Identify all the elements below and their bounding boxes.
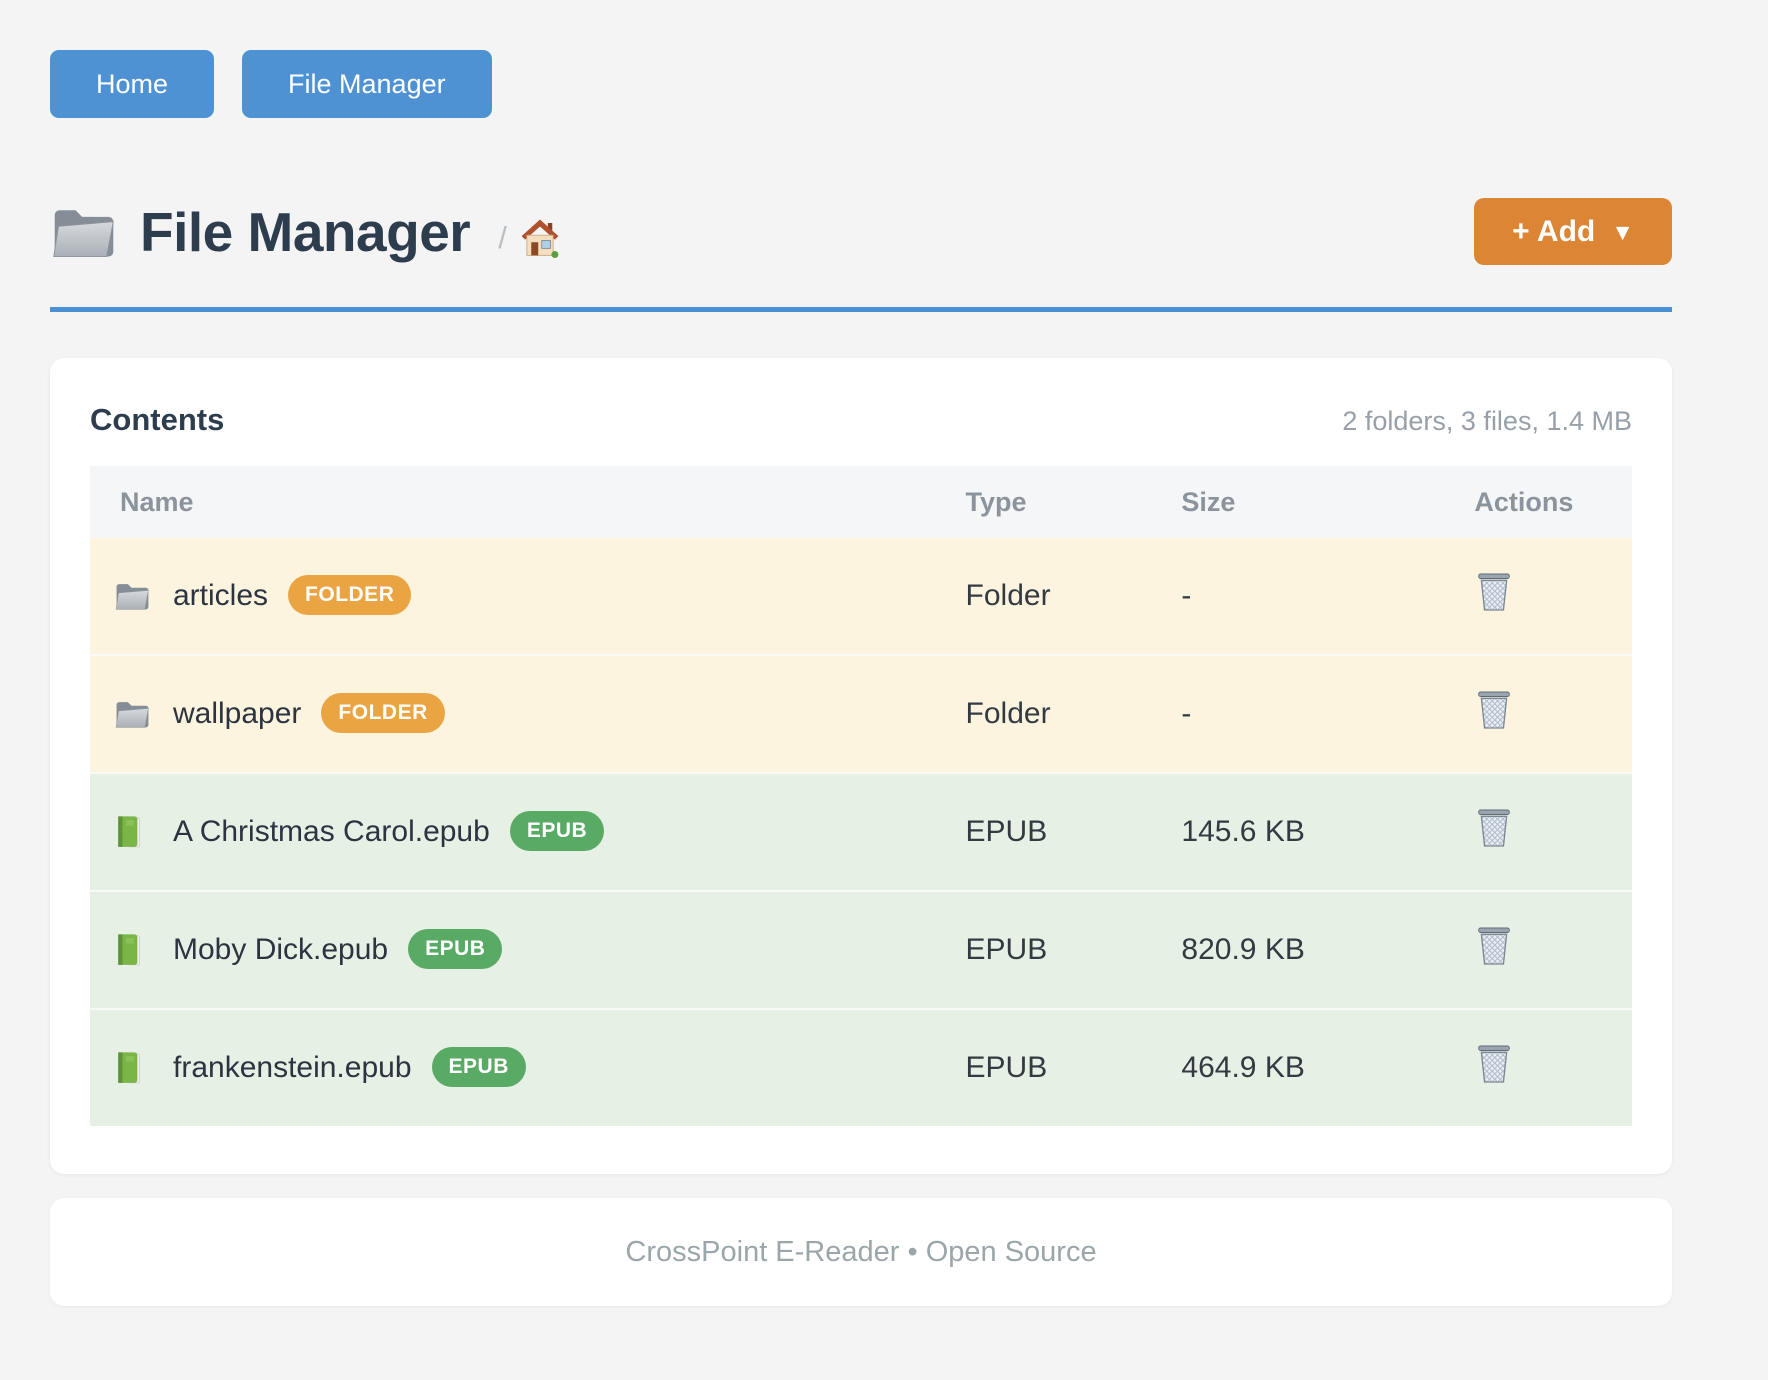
nav-home-button[interactable]: Home (50, 50, 215, 118)
epub-badge: EPUB (509, 811, 605, 851)
contents-heading: Contents (90, 402, 225, 437)
trash-icon (1478, 927, 1511, 965)
folder-icon (114, 697, 151, 731)
page-header: File Manager / + Add ▼ (50, 198, 1672, 265)
caret-down-icon: ▼ (1611, 219, 1634, 245)
file-manager-page: Home File Manager File Manager / + Add ▼ (50, 0, 1672, 1306)
delete-button[interactable] (1476, 572, 1512, 612)
file-name-link[interactable]: Moby Dick.epub (173, 933, 389, 966)
file-table: Name Type Size Actions articles FOLDER F (90, 466, 1632, 1126)
footer-text: CrossPoint E-Reader • Open Source (625, 1235, 1097, 1268)
footer: CrossPoint E-Reader • Open Source (50, 1198, 1672, 1306)
file-size: 820.9 KB (1169, 890, 1463, 1009)
file-name-link[interactable]: articles (173, 579, 269, 612)
green-book-icon (114, 815, 151, 849)
table-header-row: Name Type Size Actions (90, 466, 1632, 538)
file-type: EPUB (953, 890, 1170, 1009)
delete-button[interactable] (1476, 926, 1512, 966)
breadcrumb-separator: / (498, 219, 507, 255)
file-type: Folder (953, 654, 1170, 773)
green-book-icon (114, 933, 151, 967)
table-row[interactable]: frankenstein.epub EPUB EPUB 464.9 KB (90, 1008, 1632, 1126)
epub-badge: EPUB (408, 929, 503, 969)
header-divider (50, 307, 1672, 312)
file-type: Folder (953, 538, 1170, 655)
file-size: 145.6 KB (1169, 772, 1463, 891)
table-row[interactable]: A Christmas Carol.epub EPUB EPUB 145.6 K… (90, 772, 1632, 891)
trash-icon (1478, 809, 1511, 847)
file-name-link[interactable]: frankenstein.epub (173, 1051, 412, 1084)
trash-icon (1478, 1045, 1511, 1083)
delete-button[interactable] (1476, 808, 1512, 848)
contents-card: Contents 2 folders, 3 files, 1.4 MB Name… (50, 358, 1672, 1174)
epub-badge: EPUB (431, 1047, 526, 1087)
nav-file-manager-button[interactable]: File Manager (242, 50, 492, 118)
file-size: - (1169, 654, 1463, 773)
contents-card-header: Contents 2 folders, 3 files, 1.4 MB (90, 402, 1632, 438)
contents-summary: 2 folders, 3 files, 1.4 MB (1342, 406, 1632, 436)
file-type: EPUB (953, 772, 1170, 891)
folder-badge: FOLDER (321, 693, 445, 733)
trash-icon (1478, 691, 1511, 729)
table-row[interactable]: Moby Dick.epub EPUB EPUB 820.9 KB (90, 890, 1632, 1009)
home-icon[interactable] (519, 216, 561, 258)
add-button-label: + Add (1512, 214, 1596, 248)
table-row[interactable]: articles FOLDER Folder - (90, 538, 1632, 655)
file-name-link[interactable]: wallpaper (173, 697, 302, 730)
file-size: - (1169, 538, 1463, 655)
green-book-icon (114, 1051, 151, 1085)
add-button[interactable]: + Add ▼ (1474, 198, 1672, 265)
open-folder-icon (50, 203, 118, 261)
file-size: 464.9 KB (1169, 1008, 1463, 1126)
folder-icon (114, 579, 151, 613)
column-header-size: Size (1169, 466, 1463, 538)
delete-button[interactable] (1476, 690, 1512, 730)
file-type: EPUB (953, 1008, 1170, 1126)
top-nav: Home File Manager (50, 50, 1672, 118)
trash-icon (1478, 573, 1511, 611)
page-title: File Manager (140, 200, 471, 263)
table-row[interactable]: wallpaper FOLDER Folder - (90, 654, 1632, 773)
column-header-actions: Actions (1462, 466, 1632, 538)
column-header-type: Type (953, 466, 1170, 538)
delete-button[interactable] (1476, 1044, 1512, 1084)
folder-badge: FOLDER (288, 575, 412, 615)
file-name-link[interactable]: A Christmas Carol.epub (173, 815, 490, 848)
column-header-name: Name (90, 466, 954, 538)
